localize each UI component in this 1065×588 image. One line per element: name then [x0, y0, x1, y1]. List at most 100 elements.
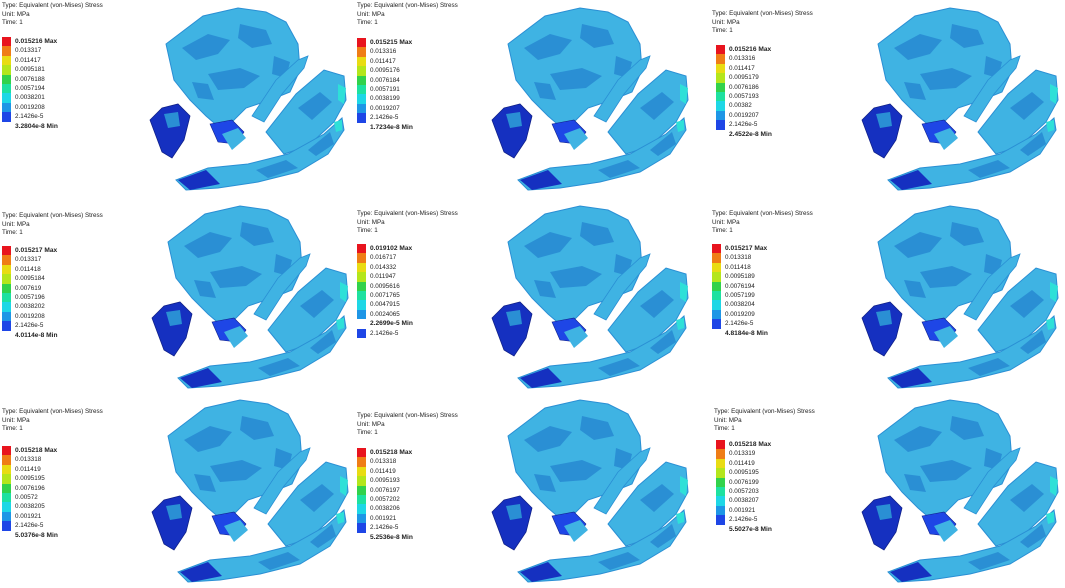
legend-level: 0.0076196 — [15, 484, 45, 492]
legend-min: 3.2804e-8 Min — [15, 122, 58, 130]
time-line: Time: 1 — [2, 19, 23, 27]
legend-level: 0.0038206 — [370, 505, 400, 513]
mesh-model — [490, 4, 695, 194]
legend-min: 5.2536e-8 Min — [370, 533, 413, 541]
type-line: Type: Equivalent (von-Mises) Stress — [712, 210, 813, 217]
legend-level: 0.013317 — [15, 47, 42, 55]
stress-panel-6: Type: Equivalent (von-Mises) Stress Unit… — [710, 196, 1065, 392]
type-line: Type: Equivalent (von-Mises) Stress — [357, 2, 458, 9]
legend-level: 0.013318 — [370, 458, 397, 466]
legend-level: 0.0038204 — [725, 301, 755, 309]
legend-level: 2.1426e-5 — [729, 121, 758, 129]
stress-panel-4: Type: Equivalent (von-Mises) Stress Unit… — [0, 196, 355, 392]
type-line: Type: Equivalent (von-Mises) Stress — [712, 10, 813, 17]
legend-level: 0.0019208 — [15, 312, 45, 320]
time-line: Time: 1 — [357, 227, 378, 235]
stress-panel-3: Type: Equivalent (von-Mises) Stress Unit… — [710, 0, 1065, 196]
legend-max: 0.015216 Max — [15, 38, 58, 45]
legend-level: 0.0095181 — [15, 66, 45, 74]
time-line: Time: 1 — [2, 229, 23, 237]
legend-level: 0.011947 — [370, 273, 396, 281]
mesh-model — [490, 202, 695, 392]
legend-level: 0.0019207 — [370, 104, 400, 112]
mesh-model — [148, 4, 353, 194]
result-header: Type: Equivalent (von-Mises) Stress Unit… — [2, 212, 103, 238]
mesh-model — [860, 202, 1065, 392]
legend-min: 1.7234e-8 Min — [370, 123, 413, 131]
legend-level: 0.0057194 — [15, 84, 45, 92]
legend-level: 0.0038199 — [370, 95, 400, 103]
result-header: Type: Equivalent (von-Mises) Stress Unit… — [714, 408, 815, 434]
result-header: Type: Equivalent (von-Mises) Stress Unit… — [357, 2, 458, 28]
type-line: Type: Equivalent (von-Mises) Stress — [357, 412, 458, 419]
type-line: Type: Equivalent (von-Mises) Stress — [2, 212, 103, 219]
legend-level: 0.0076194 — [725, 282, 755, 290]
mesh-model — [860, 396, 1065, 586]
type-line: Type: Equivalent (von-Mises) Stress — [2, 2, 103, 9]
legend-level: 0.0019207 — [729, 111, 759, 119]
mesh-model — [150, 202, 355, 392]
legend-level: 0.014332 — [370, 263, 397, 271]
legend-level: 0.0076199 — [729, 478, 759, 486]
mesh-model — [860, 4, 1065, 194]
legend-level: 2.1426e-5 — [15, 113, 44, 121]
legend-level: 0.013317 — [15, 256, 42, 264]
unit-line: Unit: MPa — [357, 420, 385, 428]
legend-level: 0.0076197 — [370, 486, 400, 494]
legend-level: 0.0057196 — [15, 293, 45, 301]
legend-min: 2.2699e-5 Min — [370, 320, 413, 328]
legend-level: 0.011418 — [15, 265, 41, 273]
unit-line: Unit: MPa — [2, 220, 30, 228]
legend-max: 0.015217 Max — [15, 247, 58, 254]
stress-panel-7: Type: Equivalent (von-Mises) Stress Unit… — [0, 392, 355, 588]
result-header: Type: Equivalent (von-Mises) Stress Unit… — [712, 210, 813, 236]
time-line: Time: 1 — [712, 27, 733, 35]
legend-level: 0.013316 — [729, 55, 756, 63]
legend-level: 2.1426e-5 — [370, 114, 399, 122]
mesh-model — [490, 396, 695, 586]
legend-level: 0.011419 — [15, 465, 41, 473]
legend-level: 2.1426e-5 — [370, 329, 399, 337]
result-header: Type: Equivalent (von-Mises) Stress Unit… — [357, 412, 458, 438]
legend-level: 2.1426e-5 — [370, 524, 399, 532]
legend-level: 0.0057191 — [370, 85, 400, 93]
legend-level: 0.00572 — [15, 493, 38, 501]
type-line: Type: Equivalent (von-Mises) Stress — [2, 408, 103, 415]
result-header: Type: Equivalent (von-Mises) Stress Unit… — [357, 210, 458, 236]
result-header: Type: Equivalent (von-Mises) Stress Unit… — [712, 10, 813, 36]
legend-level: 0.0076186 — [729, 83, 759, 91]
legend-level: 0.0095195 — [729, 469, 759, 477]
unit-line: Unit: MPa — [357, 218, 385, 226]
legend-level: 0.0095179 — [729, 74, 759, 82]
legend-level: 2.1426e-5 — [15, 522, 44, 530]
result-header: Type: Equivalent (von-Mises) Stress Unit… — [2, 408, 103, 434]
unit-line: Unit: MPa — [712, 18, 740, 26]
legend-level: 0.0038201 — [15, 94, 45, 102]
result-header: Type: Equivalent (von-Mises) Stress Unit… — [2, 2, 103, 28]
legend-level: 0.0047915 — [370, 301, 400, 309]
type-line: Type: Equivalent (von-Mises) Stress — [714, 408, 815, 415]
stress-panel-1: Type: Equivalent (von-Mises) Stress Unit… — [0, 0, 355, 196]
legend-max: 0.015215 Max — [370, 39, 413, 46]
legend-level: 0.016717 — [370, 254, 397, 262]
stress-panel-9: Type: Equivalent (von-Mises) Stress Unit… — [710, 392, 1065, 588]
legend-level: 0.001921 — [15, 512, 42, 520]
legend-level: 0.011417 — [370, 57, 396, 65]
legend-level: 0.0076184 — [370, 76, 400, 84]
legend-level: 0.001921 — [370, 514, 397, 522]
legend-min: 4.0114e-8 Min — [15, 331, 58, 339]
time-line: Time: 1 — [357, 19, 378, 27]
legend-level: 2.1426e-5 — [729, 516, 758, 524]
legend-level: 0.0057202 — [370, 495, 400, 503]
mesh-model — [150, 396, 355, 586]
legend-level: 0.0071765 — [370, 291, 400, 299]
legend-level: 0.013318 — [725, 254, 752, 262]
legend-level: 0.0095195 — [15, 475, 45, 483]
legend-level: 0.013319 — [729, 450, 756, 458]
legend-max: 0.015216 Max — [729, 46, 772, 53]
legend-level: 0.0095193 — [370, 477, 400, 485]
legend-max: 0.015218 Max — [15, 447, 58, 454]
stress-panel-2: Type: Equivalent (von-Mises) Stress Unit… — [355, 0, 710, 196]
unit-line: Unit: MPa — [2, 416, 30, 424]
time-line: Time: 1 — [714, 425, 735, 433]
